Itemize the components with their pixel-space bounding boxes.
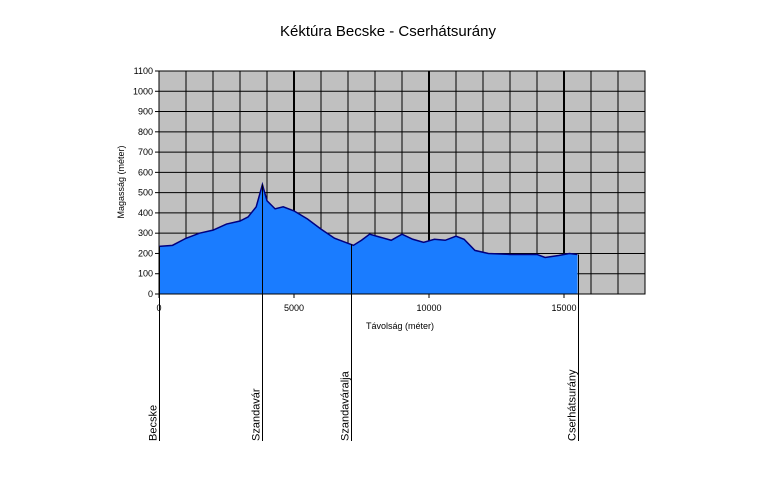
y-tick-label: 200	[138, 248, 153, 258]
x-tick-label: 10000	[416, 303, 441, 313]
y-tick-label: 0	[148, 289, 153, 299]
y-tick-label: 900	[138, 107, 153, 117]
annotation-label: Cserhátsurány	[567, 369, 579, 441]
y-tick-label: 1100	[134, 66, 153, 76]
y-tick-label: 500	[138, 188, 153, 198]
y-tick-label: 800	[138, 127, 153, 137]
y-tick-label: 600	[138, 167, 153, 177]
y-tick-label: 300	[138, 228, 153, 238]
y-axis-label: Magasság (méter)	[116, 145, 126, 218]
x-tick-label: 15000	[551, 303, 576, 313]
x-axis-label: Távolság (méter)	[366, 321, 434, 331]
chart-title: Kéktúra Becske - Cserhátsurány	[280, 23, 496, 40]
x-tick-label: 5000	[284, 303, 304, 313]
line	[158, 181, 578, 259]
annotation-label: Szandavár	[251, 388, 263, 441]
area	[159, 184, 578, 294]
y-tick-label: 700	[138, 147, 153, 157]
y-tick-label: 400	[138, 208, 153, 218]
y-tick-label: 100	[138, 269, 153, 279]
annotation-label: Szandaváralja	[340, 370, 352, 441]
y-tick-label: 1000	[133, 86, 153, 96]
annotation-label: Becske	[148, 405, 160, 441]
